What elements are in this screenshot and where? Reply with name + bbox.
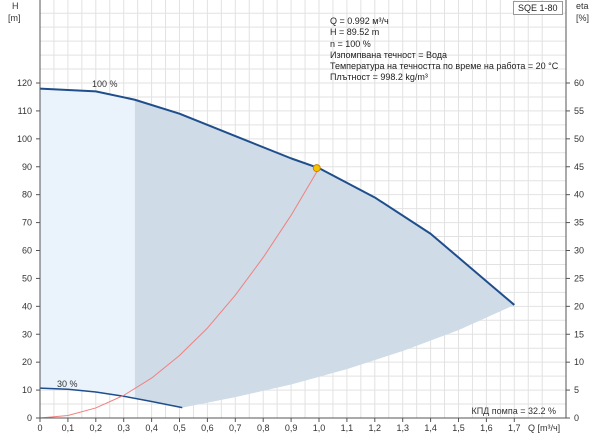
system-curve xyxy=(39,167,320,419)
info-liquid: Изпомпвана течност = Вода xyxy=(330,49,448,60)
x-tick-label: 0,4 xyxy=(145,423,158,433)
y-left-tick-label: 20 xyxy=(22,357,32,367)
x-tick-label: 0,1 xyxy=(62,423,75,433)
y-left-tick-label: 50 xyxy=(22,273,32,283)
info-q: Q = 0.992 м³/ч xyxy=(330,16,389,26)
info-block: Q = 0.992 м³/ч H = 89.52 m n = 100 % Изп… xyxy=(330,16,558,84)
y-left-tick-label: 60 xyxy=(22,246,32,256)
x-tick-label: 1,4 xyxy=(424,423,437,433)
curve-30 xyxy=(39,387,183,409)
y-right-tick-label: 0 xyxy=(574,413,579,423)
y-right-tick-label: 10 xyxy=(574,357,584,367)
y-left-tick-label: 10 xyxy=(22,385,32,395)
y-left-tick-label: 100 xyxy=(17,134,32,144)
y-left-tick-label: 120 xyxy=(17,78,32,88)
label-30: 30 % xyxy=(57,379,78,389)
info-density: Плътност = 998.2 kg/m³ xyxy=(330,72,428,83)
label-100: 100 % xyxy=(92,79,118,89)
y-right-tick-label: 50 xyxy=(574,134,584,144)
x-axis-label: Q [m³/ч] xyxy=(528,423,560,433)
legend-product: SQE 1-80 xyxy=(513,1,563,15)
y-right-label-1: eta xyxy=(576,1,589,11)
x-tick-label: 0,9 xyxy=(285,423,298,433)
region-light xyxy=(40,88,135,399)
x-tick-label: 1,7 xyxy=(508,423,521,433)
y-right-tick-label: 40 xyxy=(574,190,584,200)
x-tick-label: 1,3 xyxy=(396,423,409,433)
y-right-tick-label: 60 xyxy=(574,78,584,88)
y-right-label-2: [%] xyxy=(576,13,589,23)
x-tick-label: 1,2 xyxy=(369,423,382,433)
efficiency-label: КПД помпа = 32.2 % xyxy=(471,406,556,416)
x-tick-label: 1,6 xyxy=(480,423,493,433)
duty-point xyxy=(312,164,321,173)
x-tick-label: 0,5 xyxy=(173,423,186,433)
y-left-tick-label: 30 xyxy=(22,329,32,339)
x-tick-label: 1,1 xyxy=(341,423,354,433)
x-tick-label: 0,8 xyxy=(257,423,270,433)
y-left-label-2: [m] xyxy=(8,13,21,23)
x-tick-label: 1,5 xyxy=(452,423,465,433)
y-right-tick-label: 55 xyxy=(574,106,584,116)
region-dark xyxy=(134,99,515,408)
x-tick-label: 0 xyxy=(37,423,42,433)
x-tick-label: 0,6 xyxy=(201,423,214,433)
y-right-tick-label: 5 xyxy=(574,385,579,395)
x-tick-label: 0,3 xyxy=(117,423,130,433)
y-left-tick-label: 80 xyxy=(22,190,32,200)
info-h: H = 89.52 m xyxy=(330,27,380,38)
y-right-tick-label: 25 xyxy=(574,273,584,283)
y-right-tick-label: 15 xyxy=(574,329,584,339)
y-left-label-1: H xyxy=(12,1,19,11)
y-left-tick-label: 70 xyxy=(22,218,32,228)
y-left-tick-label: 0 xyxy=(27,413,32,423)
y-left-tick-label: 90 xyxy=(22,162,32,172)
y-left-tick-label: 110 xyxy=(18,106,32,116)
x-tick-label: 0,7 xyxy=(229,423,242,433)
x-tick-label: 1,0 xyxy=(313,423,326,433)
y-right-tick-label: 20 xyxy=(574,301,584,311)
curve-100 xyxy=(39,87,515,306)
y-right-tick-label: 35 xyxy=(574,218,584,228)
info-temperature: Температура на течността по време на раб… xyxy=(330,61,559,72)
y-right-tick-label: 30 xyxy=(574,246,584,256)
x-tick-label: 0,2 xyxy=(90,423,103,433)
y-left-tick-label: 40 xyxy=(22,301,32,311)
info-n: n = 100 % xyxy=(330,38,371,49)
y-right-tick-label: 45 xyxy=(574,162,584,172)
